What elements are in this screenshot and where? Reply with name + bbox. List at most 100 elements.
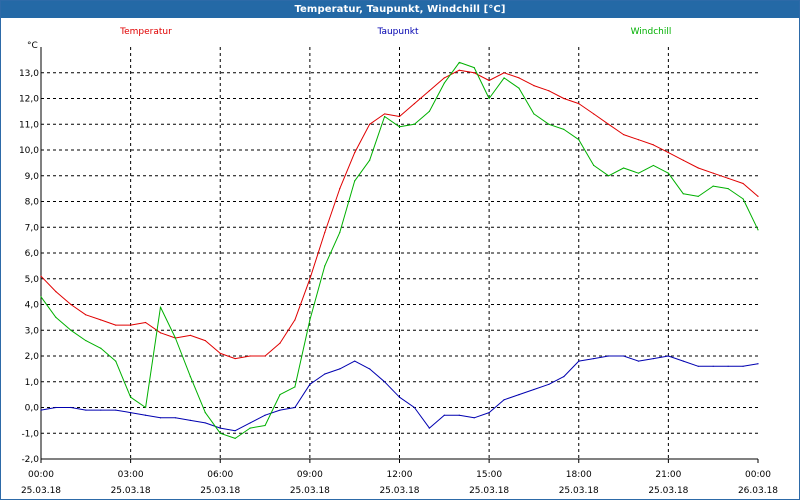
- data-point-temperatur: [712, 172, 714, 174]
- data-point-temperatur: [115, 324, 117, 326]
- data-point-windchill: [144, 406, 147, 409]
- x-tick-date: 26.03.18: [738, 486, 778, 496]
- x-tick-date: 25.03.18: [111, 486, 151, 496]
- data-point-windchill: [130, 396, 132, 398]
- y-axis-unit-label: °C: [27, 41, 38, 51]
- series-lines: [40, 61, 759, 439]
- data-point-windchill: [339, 231, 341, 233]
- data-point-taupunkt: [458, 414, 460, 416]
- data-point-temperatur: [249, 355, 251, 357]
- data-point-taupunkt: [100, 409, 102, 411]
- data-point-windchill: [578, 139, 580, 141]
- data-point-taupunkt: [383, 381, 386, 383]
- data-point-temperatur: [548, 90, 550, 92]
- legend-taupunkt: Taupunkt: [376, 27, 419, 37]
- data-point-windchill: [518, 87, 520, 89]
- data-point-temperatur: [339, 188, 341, 190]
- data-point-windchill: [234, 437, 236, 439]
- data-point-windchill: [174, 337, 177, 339]
- window-title: Temperatur, Taupunkt, Windchill [°C]: [1, 1, 799, 18]
- data-point-taupunkt: [742, 365, 744, 367]
- x-tick-time: 00:00: [745, 470, 771, 480]
- data-point-temperatur: [742, 182, 744, 185]
- data-point-taupunkt: [548, 383, 550, 385]
- data-point-taupunkt: [189, 419, 191, 421]
- data-point-taupunkt: [608, 355, 610, 357]
- data-point-taupunkt: [652, 357, 655, 360]
- data-point-temperatur: [578, 103, 580, 105]
- data-point-temperatur: [294, 319, 296, 321]
- data-point-taupunkt: [85, 409, 87, 411]
- data-point-temperatur: [563, 97, 565, 100]
- data-point-windchill: [264, 424, 266, 427]
- data-point-windchill: [40, 296, 42, 298]
- data-point-windchill: [533, 113, 535, 115]
- x-tick-time: 18:00: [566, 470, 592, 480]
- data-point-windchill: [548, 123, 550, 125]
- data-point-temperatur: [85, 314, 87, 316]
- data-point-windchill: [383, 115, 386, 118]
- x-tick-time: 06:00: [207, 470, 233, 480]
- y-tick-label: 9,0: [25, 172, 40, 182]
- data-point-taupunkt: [264, 414, 266, 416]
- data-point-windchill: [682, 193, 684, 195]
- data-point-taupunkt: [174, 417, 177, 419]
- data-point-taupunkt: [578, 360, 580, 362]
- data-point-taupunkt: [488, 412, 490, 414]
- x-tick-time: 09:00: [297, 470, 323, 480]
- data-point-windchill: [100, 347, 102, 349]
- data-point-taupunkt: [757, 363, 759, 365]
- data-point-windchill: [219, 432, 221, 434]
- legend: Temperatur Taupunkt Windchill: [119, 27, 671, 37]
- data-point-taupunkt: [637, 360, 640, 362]
- y-tick-label: 1,0: [25, 378, 40, 388]
- data-point-taupunkt: [219, 427, 221, 429]
- data-point-taupunkt: [279, 409, 281, 411]
- data-point-windchill: [189, 376, 191, 378]
- y-tick-label: 0,0: [25, 404, 40, 414]
- data-point-temperatur: [130, 324, 132, 326]
- data-point-temperatur: [219, 352, 221, 355]
- data-point-temperatur: [144, 321, 147, 324]
- data-point-windchill: [115, 360, 117, 362]
- data-point-windchill: [473, 67, 475, 69]
- x-tick-time: 03:00: [118, 470, 144, 480]
- data-point-windchill: [503, 77, 505, 79]
- line-chart: -2,0 -1,0 0,0 1,0 2,0 3,0 4,0 5,0 6,0 7,0 8,0 9,0 10…: [19, 27, 778, 496]
- data-point-temperatur: [682, 159, 684, 161]
- data-point-taupunkt: [339, 368, 341, 370]
- tick-labels: -2,0 -1,0 0,0 1,0 2,0 3,0 4,0 5,0 6,0 7,0 8,0 9,0 10…: [19, 41, 778, 496]
- legend-windchill: Windchill: [631, 27, 672, 37]
- x-tick-date: 25.03.18: [469, 486, 509, 496]
- y-tick-label: 4,0: [25, 301, 40, 311]
- data-point-windchill: [742, 198, 744, 200]
- data-point-temperatur: [697, 167, 699, 169]
- data-point-taupunkt: [697, 365, 699, 367]
- data-point-windchill: [204, 412, 206, 414]
- data-point-temperatur: [204, 339, 206, 342]
- data-point-taupunkt: [40, 409, 42, 411]
- data-point-taupunkt: [249, 422, 251, 424]
- data-point-temperatur: [383, 113, 386, 115]
- data-point-temperatur: [473, 72, 475, 74]
- data-point-temperatur: [593, 113, 595, 115]
- x-tick-date: 25.03.18: [379, 486, 419, 496]
- data-point-temperatur: [264, 355, 266, 357]
- data-point-temperatur: [369, 123, 371, 125]
- x-tick-date: 25.03.18: [21, 486, 61, 496]
- data-point-taupunkt: [204, 422, 206, 424]
- data-point-windchill: [324, 265, 326, 267]
- data-point-taupunkt: [428, 427, 430, 429]
- data-point-taupunkt: [70, 406, 72, 409]
- data-point-temperatur: [398, 115, 401, 118]
- y-tick-label: 2,0: [25, 352, 40, 362]
- data-point-windchill: [727, 188, 729, 190]
- data-point-taupunkt: [622, 355, 625, 357]
- data-point-temperatur: [428, 90, 430, 92]
- data-point-taupunkt: [682, 360, 684, 362]
- x-tick-time: 15:00: [476, 470, 502, 480]
- data-point-taupunkt: [55, 406, 57, 409]
- data-point-taupunkt: [563, 376, 565, 378]
- x-tick-time: 21:00: [655, 470, 681, 480]
